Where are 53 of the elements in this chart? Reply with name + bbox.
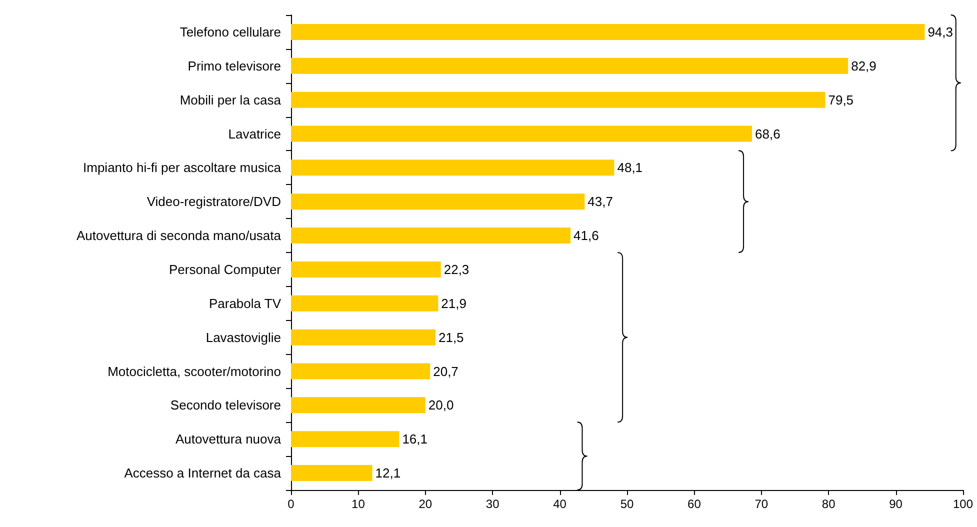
data-label: 16,1	[402, 432, 428, 447]
y-tick-label: Primo televisore	[188, 58, 281, 74]
x-tick-label: 0	[288, 497, 295, 511]
x-tick-label: 100	[952, 497, 974, 511]
y-tick-label: Autovettura di seconda mano/usata	[76, 228, 282, 244]
y-tick-label: Accesso a Internet da casa	[124, 466, 282, 481]
bar	[291, 92, 826, 108]
bar	[291, 363, 430, 380]
y-tick-label: Mobili per la casa	[180, 92, 282, 108]
data-label: 21,9	[441, 296, 466, 311]
data-label: 12,1	[375, 466, 401, 481]
bar	[291, 295, 438, 312]
bar	[291, 397, 426, 414]
data-label: 79,5	[828, 92, 854, 108]
y-tick-label: Impianto hi-fi per ascoltare musica	[83, 160, 282, 176]
x-tick-label: 70	[754, 497, 768, 511]
y-tick-label: Personal Computer	[169, 262, 282, 277]
bar	[291, 24, 925, 40]
data-label: 82,9	[851, 58, 876, 74]
data-label: 43,7	[588, 194, 613, 210]
bar	[291, 58, 848, 74]
data-label: 68,6	[754, 126, 780, 142]
y-tick-label: Lavatrice	[228, 126, 281, 142]
x-tick-label: 50	[620, 497, 634, 511]
bar	[291, 228, 571, 244]
y-tick-label: Autovettura nuova	[175, 432, 282, 447]
data-label: 21,5	[438, 330, 464, 345]
x-tick-label: 40	[553, 497, 567, 511]
data-label: 41,6	[574, 228, 599, 244]
x-tick-label: 30	[486, 497, 500, 511]
x-tick-label: 90	[889, 497, 903, 511]
data-label: 20,7	[433, 364, 458, 379]
y-tick-label: Video-registratore/DVD	[146, 194, 281, 210]
bar	[291, 329, 436, 346]
data-label: 22,3	[444, 262, 470, 277]
data-label: 48,1	[617, 160, 643, 176]
data-label: 94,3	[928, 24, 954, 40]
x-tick-label: 80	[822, 497, 836, 511]
bar	[291, 261, 441, 278]
bar	[291, 465, 372, 482]
bar	[291, 194, 585, 210]
data-label: 20,0	[428, 398, 454, 413]
y-tick-label: Lavastoviglie	[206, 330, 281, 345]
x-tick-label: 20	[418, 497, 432, 511]
bar	[291, 126, 752, 142]
bar	[291, 431, 400, 448]
x-tick-label: 10	[352, 497, 366, 511]
y-tick-label: Telefono cellulare	[180, 24, 281, 40]
y-tick-label: Parabola TV	[208, 296, 282, 311]
x-tick-label: 60	[688, 497, 702, 511]
y-tick-label: Secondo televisore	[170, 398, 281, 413]
y-tick-label: Motocicletta, scooter/motorino	[108, 364, 281, 379]
bar	[291, 160, 614, 176]
